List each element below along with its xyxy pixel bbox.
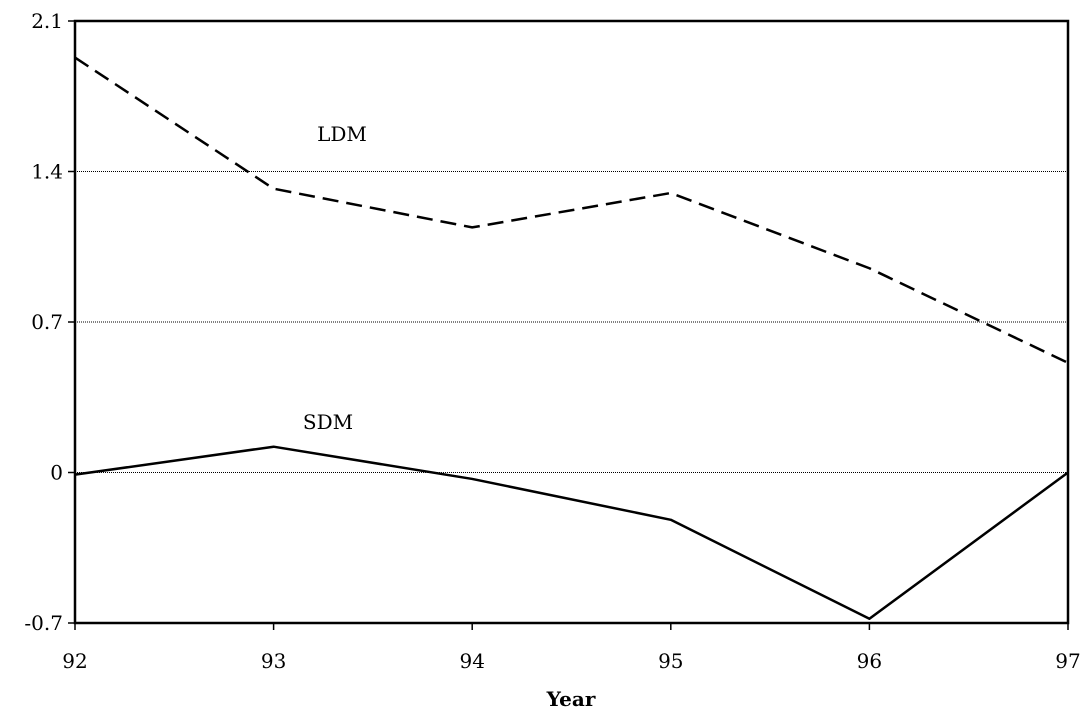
series-label-ldm: LDM xyxy=(317,122,367,146)
y-axis-ticks: 2.1 1.4 0.7 0 -0.7 xyxy=(24,9,75,635)
series-line-sdm xyxy=(74,445,1069,620)
x-tick-label: 94 xyxy=(459,649,484,673)
y-tick-label: 2.1 xyxy=(31,9,63,33)
series-line-ldm xyxy=(74,56,1069,364)
y-tick-label: 1.4 xyxy=(31,160,63,184)
y-tick-label: 0.7 xyxy=(31,310,63,334)
series-label-sdm: SDM xyxy=(303,410,353,434)
x-tick-label: 97 xyxy=(1055,649,1080,673)
series-lines xyxy=(74,56,1069,620)
x-axis-ticks: 92 93 94 95 96 97 xyxy=(62,623,1081,673)
series-labels: LDM SDM xyxy=(303,122,367,434)
y-tick-label: -0.7 xyxy=(24,611,63,635)
x-axis-title: Year xyxy=(546,687,596,711)
x-tick-label: 95 xyxy=(658,649,683,673)
x-tick-label: 93 xyxy=(261,649,286,673)
x-tick-label: 96 xyxy=(857,649,882,673)
gridlines xyxy=(75,171,1068,473)
x-tick-label: 92 xyxy=(62,649,87,673)
y-tick-label: 0 xyxy=(50,461,63,485)
